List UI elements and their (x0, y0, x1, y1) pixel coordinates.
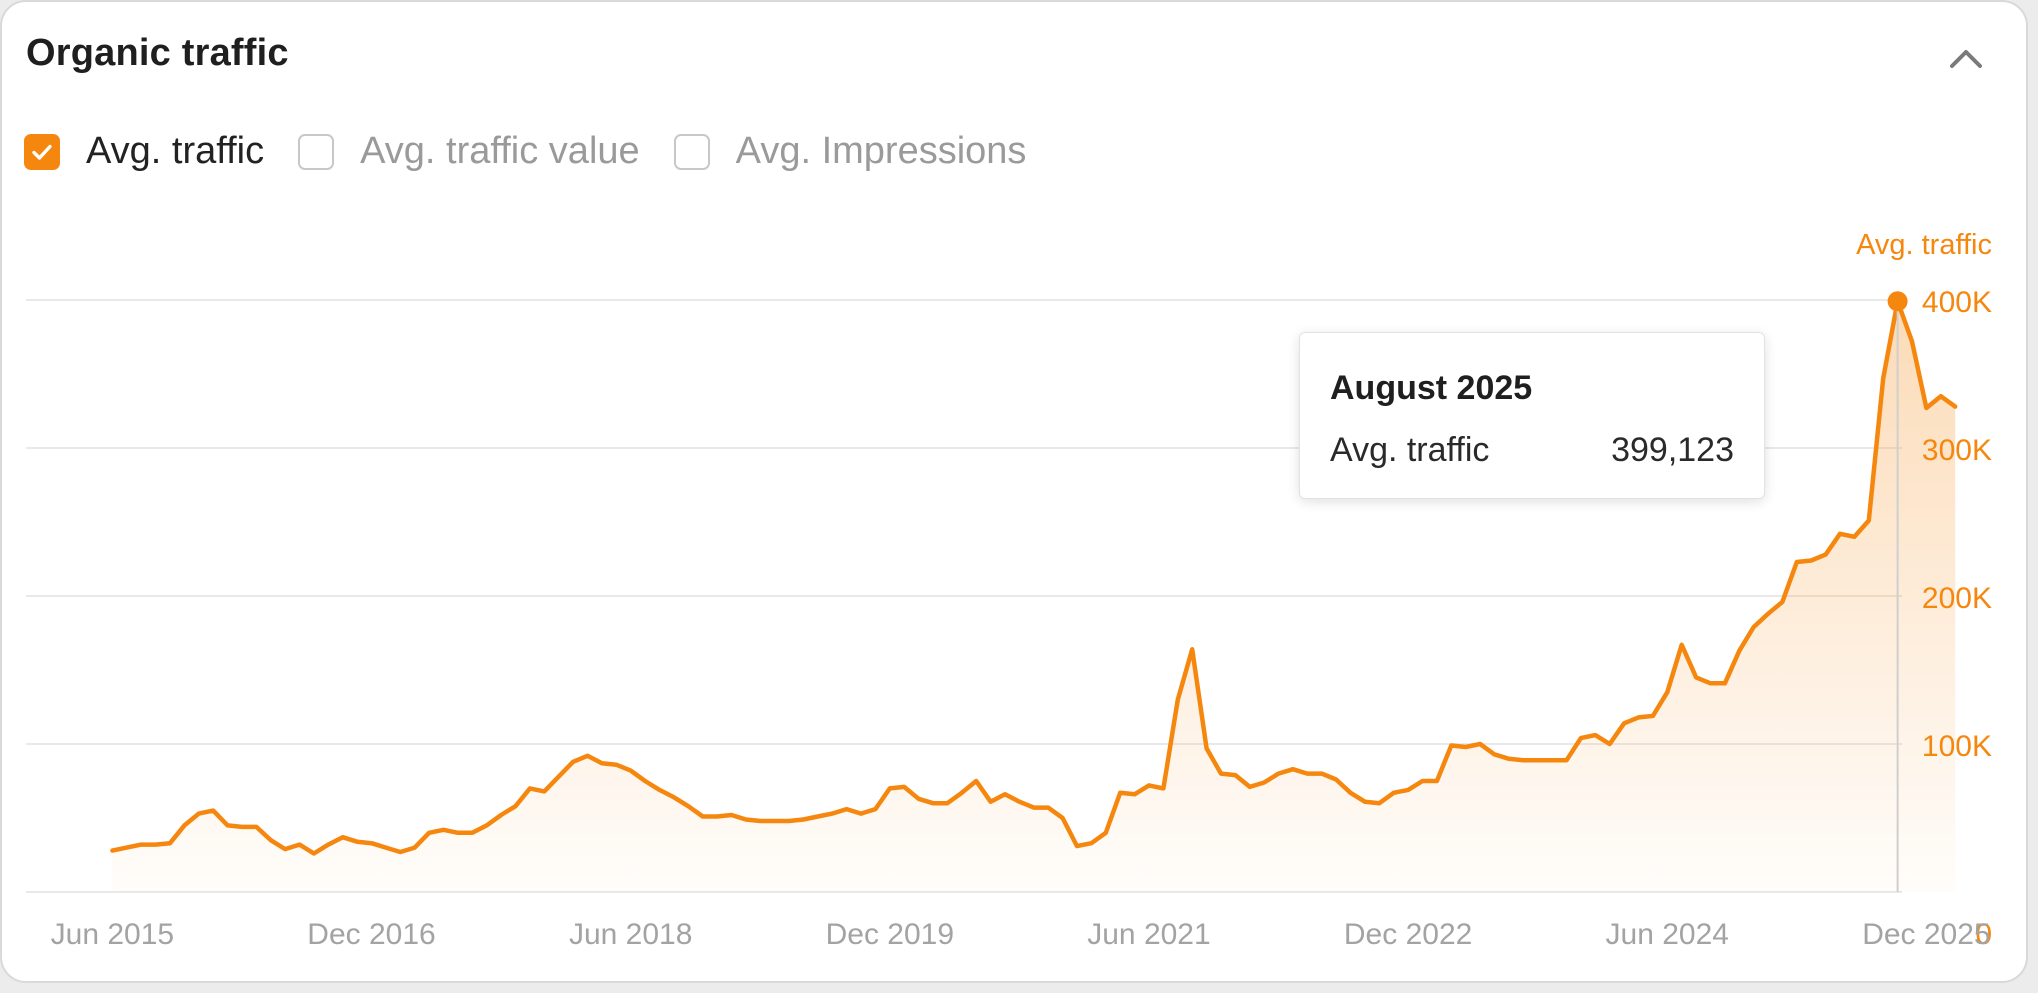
highlight-point[interactable] (1887, 291, 1908, 312)
y-tick-label: 200K (1922, 582, 1992, 615)
x-tick-label: Jun 2021 (1087, 918, 1210, 951)
metric-toggle-avg-traffic[interactable]: Avg. traffic (24, 130, 264, 173)
checkbox-avg-impressions[interactable] (673, 133, 710, 170)
x-tick-label: Jun 2018 (569, 918, 692, 951)
y-tick-label: 100K (1922, 730, 1992, 763)
series-area (112, 301, 1956, 892)
checkbox-label-avg-traffic: Avg. traffic (86, 130, 265, 172)
tooltip-row: Avg. traffic 399,123 (1330, 431, 1734, 470)
y-axis-title: Avg. traffic (1856, 229, 1992, 261)
x-tick-label: Dec 2016 (307, 918, 435, 951)
x-tick-label: Dec 2025 (1862, 918, 1990, 951)
metric-toggle-avg-impressions[interactable]: Avg. Impressions (673, 130, 1027, 173)
checkbox-avg-traffic-value[interactable] (298, 133, 335, 170)
chart-tooltip: August 2025 Avg. traffic 399,123 (1299, 332, 1765, 499)
x-tick-label: Dec 2019 (826, 918, 954, 951)
tooltip-metric-value: 399,123 (1611, 431, 1734, 469)
metric-toggle-avg-traffic-value[interactable]: Avg. traffic value (298, 130, 640, 173)
tooltip-metric-label: Avg. traffic (1330, 431, 1490, 469)
traffic-chart[interactable]: 0 100K 200K 300K 400K Avg. traffic Jun 2015 Dec… (2, 2, 2026, 981)
tooltip-title: August 2025 (1330, 369, 1533, 407)
series-line (110, 299, 1958, 856)
checkbox-label-avg-traffic-value: Avg. traffic value (360, 130, 640, 172)
y-tick-label: 0 (1975, 918, 1992, 951)
checkbox-avg-traffic[interactable] (24, 133, 60, 170)
metric-toggles: Avg. traffic Avg. traffic value Avg. Imp… (24, 130, 1060, 173)
checkmark-icon (32, 144, 52, 160)
chevron-up-icon[interactable] (1944, 36, 1988, 80)
x-tick-label: Dec 2022 (1344, 918, 1472, 951)
x-tick-label: Jun 2024 (1606, 918, 1729, 951)
card-title: Organic traffic (26, 32, 289, 74)
y-tick-label: 400K (1922, 286, 1992, 319)
checkbox-label-avg-impressions: Avg. Impressions (735, 130, 1027, 172)
y-tick-label: 300K (1922, 434, 1992, 467)
x-tick-label: Jun 2015 (51, 918, 174, 951)
